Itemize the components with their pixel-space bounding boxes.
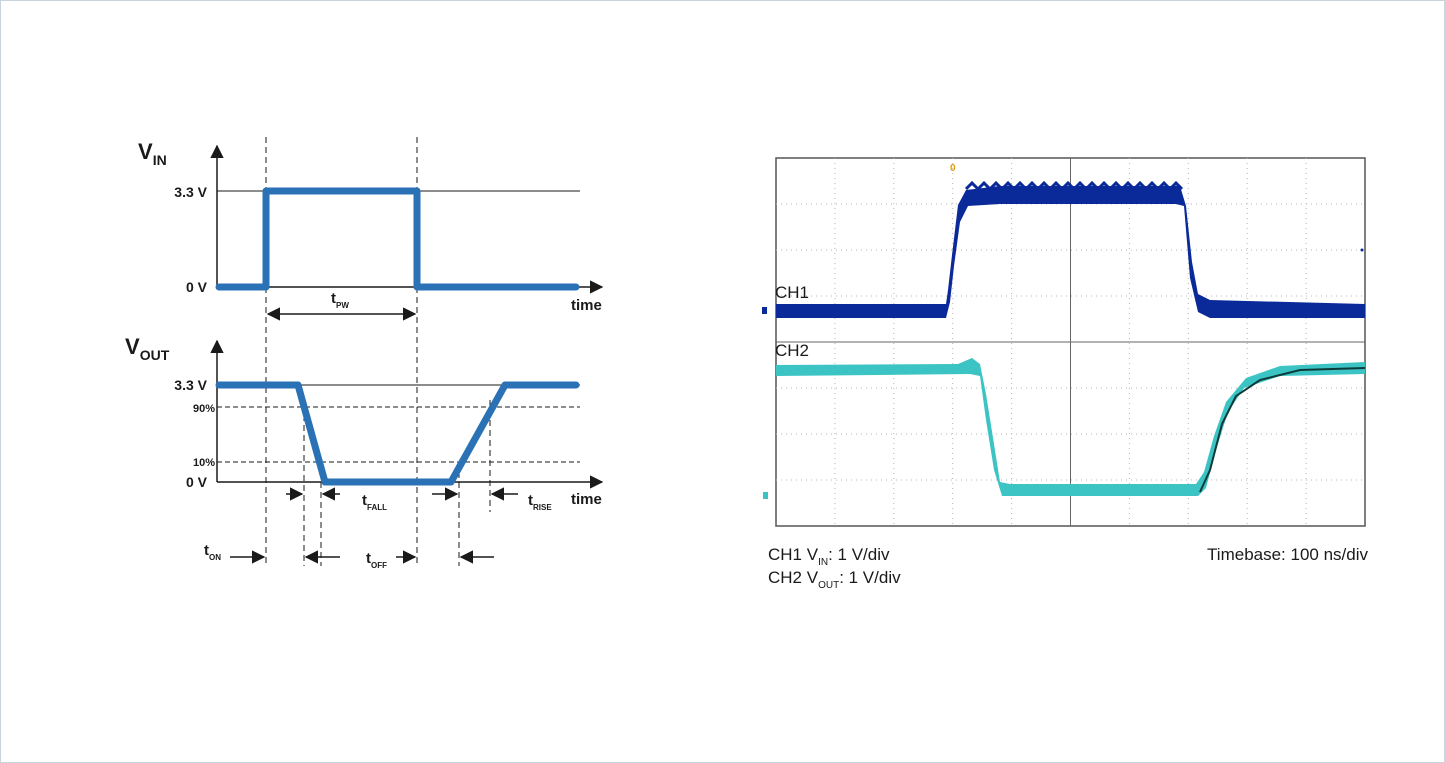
vout-90pct-label: 90% (193, 403, 215, 415)
toff-label: tOFF (366, 550, 387, 570)
ch2-trace-edge (1199, 367, 1366, 493)
ch2-scale-label: CH2 VOUT: 1 V/div (768, 568, 901, 591)
scope-side-dot (1360, 248, 1364, 252)
ch1-ground-marker (762, 307, 767, 314)
vout-axis-label: VOUT (125, 334, 170, 363)
vin-axis-label: VIN (138, 139, 167, 168)
vin-high-label: 3.3 V (174, 184, 207, 200)
tfall-label: tFALL (362, 492, 387, 512)
ch1-ripple (964, 180, 1184, 192)
vout-10pct-label: 10% (193, 457, 215, 469)
trigger-marker: 0 (950, 163, 956, 174)
ch2-ground-marker (763, 492, 768, 499)
scope-grid (776, 158, 1365, 526)
vout-trace (215, 381, 580, 486)
vout-time-label: time (571, 491, 602, 508)
timebase-label: Timebase: 100 ns/div (1207, 545, 1368, 564)
ch2-trace (776, 358, 1365, 496)
ch1-scale-label: CH1 VIN: 1 V/div (768, 545, 890, 568)
ton-label: tON (204, 542, 221, 562)
ch1-label: CH1 (775, 283, 809, 302)
vin-time-label: time (571, 297, 602, 314)
vin-low-label: 0 V (186, 279, 208, 295)
tpw-label: tPW (331, 290, 349, 310)
ch1-ripple-line (964, 180, 1184, 192)
vout-high-label: 3.3 V (174, 377, 207, 393)
ch1-trace (776, 186, 1365, 318)
vin-trace (215, 187, 580, 291)
ch2-label: CH2 (775, 341, 809, 360)
trise-label: tRISE (528, 492, 552, 512)
vout-low-label: 0 V (186, 474, 208, 490)
